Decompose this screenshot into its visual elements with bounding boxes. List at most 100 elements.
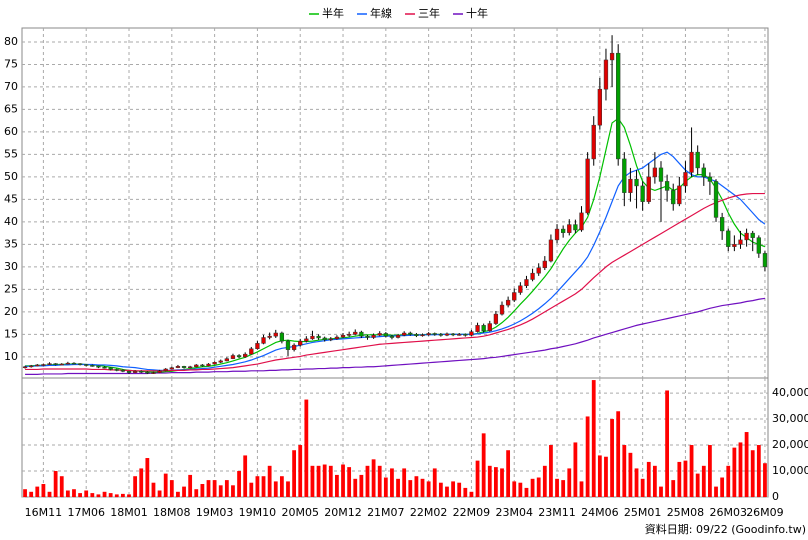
candle-body — [664, 181, 670, 191]
volume-bar — [72, 489, 76, 497]
candle-body — [340, 335, 346, 338]
candle-body — [298, 340, 303, 346]
candle-body — [383, 333, 388, 337]
candle-body — [188, 366, 193, 369]
candle-body — [120, 370, 126, 372]
volume-bar — [763, 463, 767, 497]
candle-body — [438, 334, 444, 336]
volume-bar — [414, 476, 419, 497]
ma-line — [25, 297, 766, 375]
volume-bar — [756, 445, 761, 497]
y-tick-label: 35 — [4, 237, 18, 250]
candle-body — [59, 363, 64, 366]
candle-body — [200, 364, 205, 367]
volume-bar — [628, 452, 633, 497]
volume-bar — [396, 478, 400, 497]
volume-bar — [671, 480, 676, 497]
x-tick-label: 24M06 — [581, 506, 619, 519]
volume-bar — [341, 464, 345, 497]
candle-body — [328, 338, 333, 341]
legend-label: 半年 — [322, 6, 344, 20]
candle-body — [41, 364, 46, 366]
candle-body — [408, 332, 413, 335]
candle-body — [469, 331, 474, 336]
volume-bar — [445, 486, 449, 497]
volume-bar — [420, 478, 425, 497]
candle-body — [677, 185, 682, 205]
volume-bar — [102, 491, 107, 497]
candle-body — [762, 253, 768, 268]
x-tick-label: 23M04 — [495, 506, 533, 519]
volume-bar — [243, 455, 248, 497]
volume-bar — [328, 465, 333, 497]
volume-bar — [604, 456, 608, 497]
candle-body — [628, 178, 633, 193]
ma-line — [25, 151, 766, 371]
candle-body — [371, 335, 376, 338]
volume-bar — [84, 490, 89, 497]
volume-bar — [555, 478, 559, 497]
volume-bar — [616, 411, 621, 497]
volume-bar — [487, 465, 492, 497]
volume-bar — [744, 432, 749, 497]
volume-bar — [567, 468, 572, 497]
plot-frame — [21, 27, 769, 498]
y-tick-label: 80 — [4, 35, 18, 48]
candle-body — [616, 52, 621, 160]
candle-body — [719, 217, 725, 232]
candle-body — [597, 88, 602, 126]
x-tick-label: 18M01 — [110, 506, 148, 519]
candle-body — [163, 368, 168, 372]
candle-body — [145, 371, 150, 374]
y-tick-label: 40 — [4, 215, 18, 228]
volume-bar — [500, 468, 504, 497]
volume-bar — [408, 480, 413, 497]
volume-bar — [646, 461, 651, 497]
candle-body — [377, 333, 382, 336]
volume-bar — [463, 487, 468, 497]
y-tick-label: 40,000 — [772, 386, 808, 399]
volume-bar — [561, 480, 566, 497]
volume-bar — [347, 467, 352, 497]
volume-bar — [163, 473, 168, 497]
volume-bar — [261, 476, 266, 497]
candle-body — [603, 59, 609, 90]
candle-body — [249, 348, 254, 355]
candle-body — [316, 335, 321, 339]
candle-body — [132, 371, 138, 373]
y-tick-label: 45 — [4, 192, 18, 205]
volume-bar — [298, 445, 303, 497]
candle-body — [169, 367, 174, 370]
candle-body — [304, 338, 309, 342]
candle-body — [310, 335, 315, 340]
volume-bar — [322, 464, 327, 497]
volume-bar — [29, 491, 34, 497]
candle-body — [22, 366, 28, 369]
volume-bar — [536, 477, 541, 497]
candle-body — [224, 358, 229, 362]
volume-bar — [591, 380, 596, 497]
legend-label: 三年 — [418, 6, 440, 20]
candle-body — [432, 333, 437, 335]
candle-body — [450, 333, 456, 336]
candle-body — [579, 212, 584, 231]
ma-line — [25, 192, 765, 372]
volume-bar — [335, 474, 339, 497]
candle-body — [567, 224, 572, 233]
volume-bar — [47, 491, 52, 497]
volume-bar — [652, 465, 657, 497]
x-tick-label: 16M11 — [25, 506, 63, 519]
candle-body — [554, 228, 560, 241]
candle-body — [206, 363, 211, 367]
candle-body — [512, 292, 517, 301]
volume-bar — [353, 478, 358, 497]
candle-body — [634, 178, 639, 187]
volume-bar — [273, 481, 278, 497]
volume-bar — [750, 450, 755, 497]
volume-bar — [469, 491, 474, 497]
volume-bar — [524, 487, 529, 497]
candle-body — [181, 366, 187, 368]
volume-bar — [481, 433, 486, 497]
candle-body — [585, 158, 590, 214]
volume-bar — [530, 478, 535, 497]
